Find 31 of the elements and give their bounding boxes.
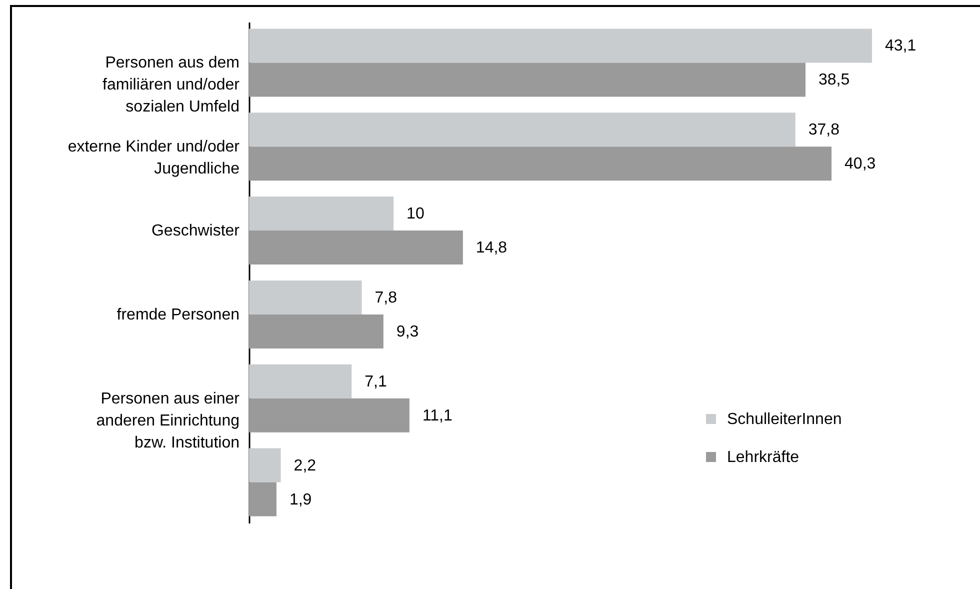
y-tick-label: Personen aus einer anderen Einrichtung bzw. Institution [96,390,240,452]
bar [249,112,796,147]
data-label: 7,1 [364,373,387,390]
legend-label: SchulleiterInnen [727,411,842,428]
bar [249,364,352,398]
y-tick-label: Geschwister [151,222,240,240]
data-label: 2,2 [294,457,316,474]
data-label: 14,8 [476,240,508,257]
data-label: 40,3 [844,156,876,173]
data-label: 37,8 [808,122,840,139]
bar [249,398,410,432]
y-tick-label: fremde Personen [116,306,240,324]
bar [249,448,281,482]
bar [249,146,832,181]
data-label: 7,8 [374,289,398,306]
bar [249,280,362,314]
bar [249,314,384,348]
data-label: 9,3 [396,323,419,340]
bar [249,482,276,516]
bar [249,28,872,63]
data-label: 43,1 [885,38,916,55]
legend-label: Lehrkräfte [727,449,800,466]
y-tick-label: externe Kinder und/oder Jugendliche [68,138,240,178]
data-label: 10 [406,206,424,223]
bar [249,230,463,265]
bar [249,62,806,97]
bar [249,196,394,231]
data-label: 11,1 [422,407,453,424]
y-tick-label: Personen aus dem familiären und/oder sozialen Umfeld [102,54,240,116]
data-label: 38,5 [818,72,850,89]
data-label: 1,9 [289,491,312,508]
